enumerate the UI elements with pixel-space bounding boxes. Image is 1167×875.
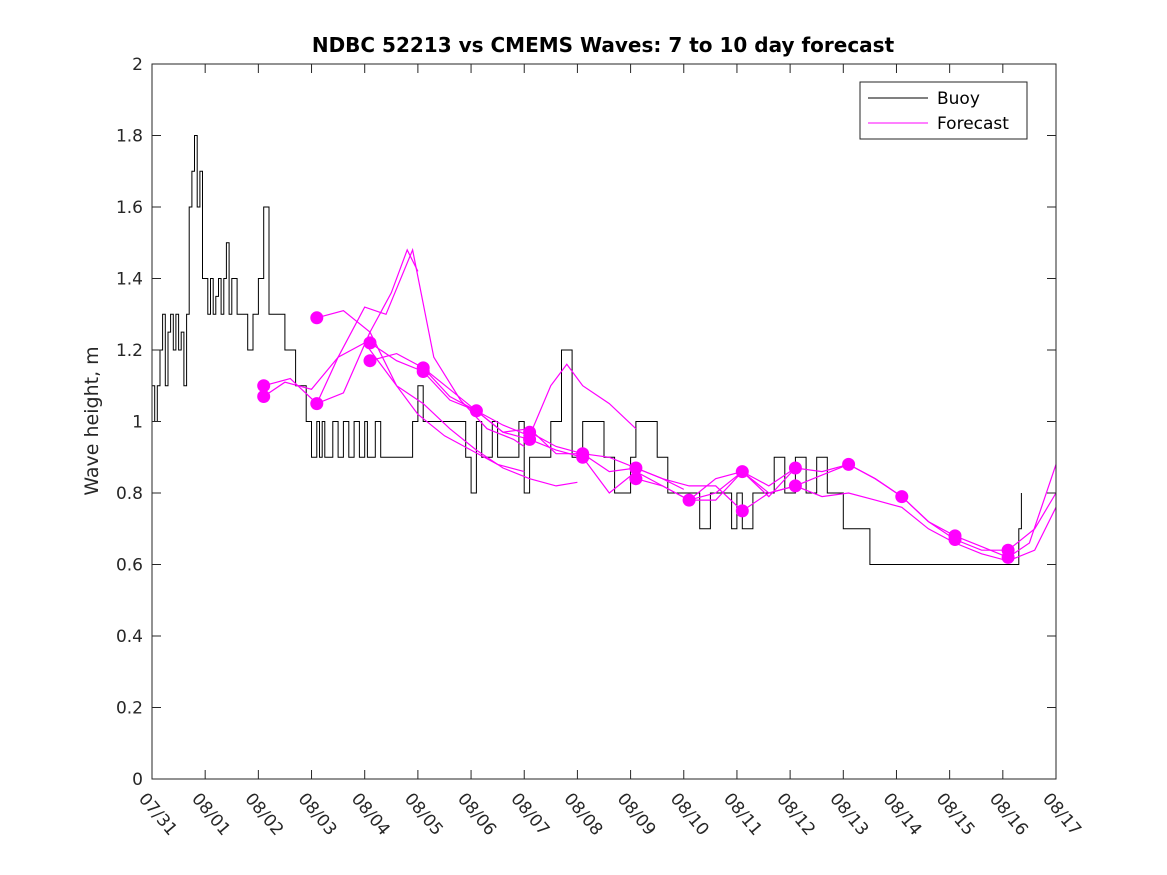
y-tick-label: 1: [132, 413, 143, 433]
forecast-marker: [1001, 550, 1015, 564]
forecast-line-4: [316, 248, 419, 334]
y-tick-label: 1.6: [116, 198, 143, 218]
forecast-marker: [576, 450, 590, 464]
forecast-line-1: [263, 342, 525, 473]
chart-title: NDBC 52213 vs CMEMS Waves: 7 to 10 day f…: [312, 33, 895, 57]
forecast-line-10: [688, 470, 1057, 562]
forecast-marker: [895, 490, 909, 504]
y-tick-label: 0: [132, 770, 143, 790]
legend-label-buoy: Buoy: [937, 89, 980, 109]
forecast-marker: [257, 379, 271, 393]
forecast-marker: [948, 533, 962, 546]
buoy-line: [152, 135, 1022, 565]
forecast-marker: [469, 404, 483, 418]
forecast-marker-group: [257, 311, 1015, 564]
y-tick-label: 1.4: [116, 270, 143, 290]
y-tick-label: 1.2: [116, 341, 143, 361]
legend-label-forecast: Forecast: [937, 114, 1009, 134]
y-axis-label: Wave height, m: [81, 346, 103, 495]
legend-box: [859, 81, 1028, 140]
forecast-marker: [629, 461, 643, 475]
forecast-line-7: [422, 367, 796, 501]
forecast-marker: [416, 365, 430, 378]
y-tick-label: 0.8: [116, 484, 143, 504]
forecast-marker: [310, 311, 324, 325]
forecast-marker: [310, 397, 324, 411]
forecast-marker: [363, 354, 377, 368]
buoy-series-group: [152, 135, 1022, 565]
forecast-line-3: [316, 247, 525, 447]
y-tick-label: 0.4: [116, 627, 143, 647]
forecast-marker: [735, 504, 749, 518]
forecast-marker: [788, 461, 802, 475]
forecast-marker: [257, 390, 271, 403]
y-tick-label: 2: [132, 55, 143, 75]
forecast-marker: [363, 336, 377, 350]
y-tick-label: 0.6: [116, 556, 143, 576]
forecast-marker: [523, 432, 537, 446]
forecast-marker: [735, 465, 749, 479]
legend: Buoy Forecast: [859, 81, 1028, 140]
forecast-marker: [842, 457, 856, 471]
forecast-marker: [788, 479, 802, 493]
y-tick-label: 1.8: [116, 127, 143, 147]
y-tick-label: 0.2: [116, 699, 143, 719]
forecast-marker: [629, 472, 643, 486]
forecast-marker: [682, 493, 696, 507]
y-axis-ticks: 0 0.2 0.4 0.6 0.8 1 1.2 1.4 1.6 1.8 2: [116, 55, 1056, 790]
